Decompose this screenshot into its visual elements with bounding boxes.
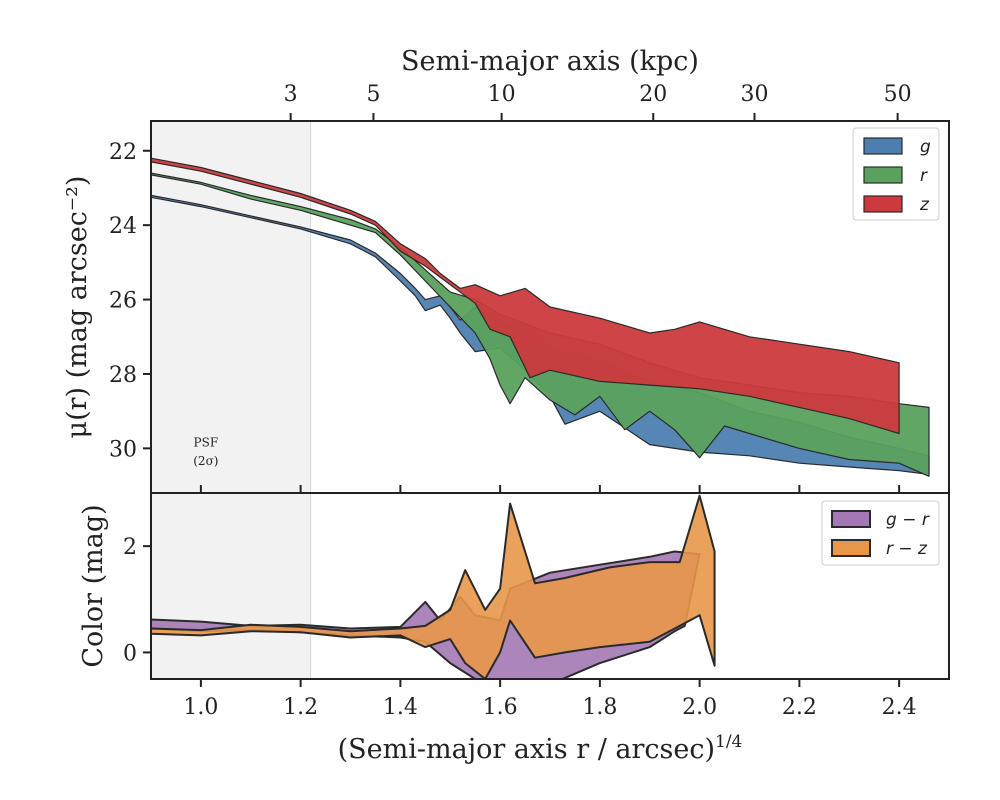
bottom-x-tick-label: 1.8 [582, 695, 617, 720]
bottom-panel-frame [150, 492, 950, 680]
top-x-tick-label: 10 [488, 82, 516, 107]
x-axis-title-exponent: 1/4 [715, 732, 742, 752]
top-y-axis-title: μ(r) (mag arcsec⁻²) [62, 176, 93, 439]
legend-swatch-top-legend-items-0 [863, 137, 903, 155]
top-legend: grz [852, 127, 940, 221]
color-areas [151, 494, 716, 679]
top-x-tick-label: 30 [740, 82, 768, 107]
legend-label-top-legend-items-2: z [919, 195, 930, 215]
bottom-x-tick-label: 2.4 [882, 695, 917, 720]
bottom-y-axis-title: Color (mag) [78, 504, 109, 667]
top-y-tick-label: 28 [109, 363, 137, 388]
legend-swatch-bot-legend-items-1 [831, 539, 871, 557]
legend-swatch-top-legend-items-1 [863, 166, 903, 184]
area-top-areas-2 [151, 157, 900, 435]
top-x-tick-label: 5 [366, 82, 380, 107]
bottom-y-tick-label: 0 [123, 641, 137, 666]
bottom-x-tick-label: 1.2 [283, 695, 318, 720]
surface-brightness-areas [151, 157, 930, 477]
top-x-tick-label: 50 [884, 82, 912, 107]
bottom-y-tick-label: 2 [123, 535, 137, 560]
area-bot-areas-1 [151, 494, 716, 679]
top-y-tick-label: 22 [109, 140, 137, 165]
bottom-x-tick-label: 1.0 [183, 695, 218, 720]
legend-swatch-bot-legend-items-0 [831, 510, 871, 528]
top-y-tick-label: 24 [109, 214, 137, 239]
psf-label: PSF [194, 436, 219, 450]
top-x-tick-label: 20 [639, 82, 667, 107]
legend-label-bot-legend-items-1: r − z [886, 539, 928, 559]
top-y-tick-label: 30 [109, 437, 137, 462]
psf-shaded-region-top [151, 121, 311, 493]
top-x-tick-label: 3 [284, 82, 298, 107]
legend-swatch-top-legend-items-2 [863, 195, 903, 213]
psf-sigma-label: (2σ) [193, 454, 218, 468]
bottom-x-tick-label: 1.4 [383, 695, 418, 720]
psf-shaded-region-bottom [151, 493, 311, 679]
legend-label-bot-legend-items-0: g − r [886, 510, 930, 530]
bottom-x-tick-label: 1.6 [483, 695, 518, 720]
bottom-x-tick-label: 2.0 [682, 695, 717, 720]
area-top-areas-1 [151, 172, 930, 477]
x-axis-title-main: (Semi-major axis r / arcsec) [338, 734, 715, 765]
bottom-x-tick-label: 2.2 [782, 695, 817, 720]
bottom-legend: g − r r − z [821, 500, 940, 566]
legend-label-top-legend-items-1: r [920, 166, 928, 186]
bottom-x-axis-title: (Semi-major axis r / arcsec)1/4 [338, 732, 743, 765]
top-x-axis-title: Semi-major axis (kpc) [401, 46, 699, 77]
top-y-tick-label: 26 [109, 289, 137, 314]
legend-label-top-legend-items-0: g [920, 137, 931, 157]
